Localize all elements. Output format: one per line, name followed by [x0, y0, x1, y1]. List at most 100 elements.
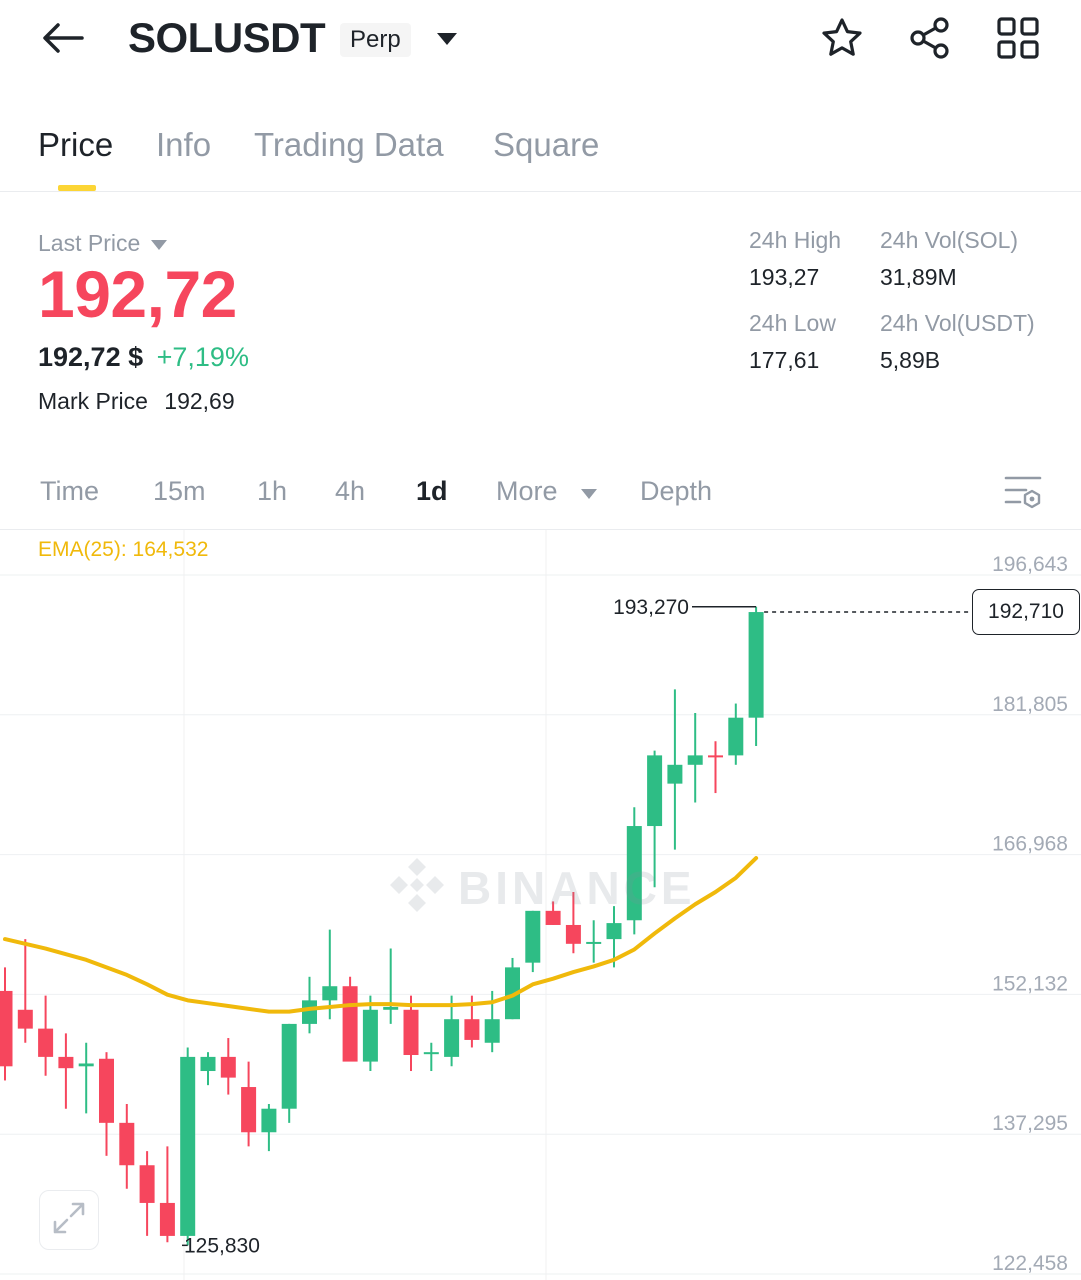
more-menu-button[interactable] — [994, 16, 1042, 64]
symbol-dropdown-button[interactable] — [430, 24, 464, 58]
binance-logo-icon — [388, 856, 446, 919]
interval-depth[interactable]: Depth — [640, 476, 713, 506]
interval-more-label: More — [496, 476, 558, 506]
grid-icon — [996, 16, 1040, 65]
mark-price-value: 192,69 — [164, 388, 235, 414]
candle-body — [525, 910, 541, 963]
candle-body — [281, 1023, 297, 1109]
price-change-percent: +7,19% — [156, 342, 249, 372]
candle-body — [748, 612, 764, 718]
candle-body — [647, 755, 663, 827]
last-price-label: Last Price — [38, 230, 141, 256]
candlestick-chart[interactable]: EMA(25): 164,532 BINANCE 196,643 181,805 1… — [0, 530, 1081, 1280]
candle-body — [180, 1056, 196, 1236]
candle-body — [302, 1000, 317, 1024]
chart-canvas: 196,643 181,805 166,968 152,132 137,295 122,4… — [0, 530, 1081, 1280]
chevron-down-icon — [435, 31, 459, 52]
mark-price-label: Mark Price — [38, 388, 148, 414]
stat-24h-high: 24h High 193,27 — [749, 227, 841, 291]
stat-24h-vol-usdt: 24h Vol(USDT) 5,89B — [880, 310, 1035, 374]
back-arrow-icon — [42, 22, 84, 59]
interval-more-dropdown[interactable]: More — [496, 476, 598, 507]
candle-body — [667, 764, 683, 784]
candle-body — [403, 1009, 419, 1056]
ema-line — [3, 856, 759, 1014]
mark-price-line: Mark Price 192,69 — [38, 388, 235, 415]
stat-24h-vol-sol: 24h Vol(SOL) 31,89M — [880, 227, 1018, 291]
y-axis-tick-label: 122,458 — [992, 1252, 1068, 1275]
candle-body — [159, 1202, 175, 1236]
stat-24h-vol-sol-label: 24h Vol(SOL) — [880, 227, 1019, 253]
back-button[interactable] — [38, 18, 88, 62]
candle-body — [342, 986, 358, 1062]
candle-body — [99, 1058, 114, 1123]
candle-body — [464, 1019, 480, 1040]
contract-type-badge: Perp — [340, 23, 411, 57]
fullscreen-button[interactable] — [39, 1190, 99, 1250]
star-icon — [820, 16, 864, 65]
stat-24h-vol-usdt-label: 24h Vol(USDT) — [880, 310, 1035, 336]
candle-body — [200, 1056, 216, 1072]
candle-body — [728, 717, 744, 756]
y-axis-tick-label: 196,643 — [992, 553, 1068, 576]
y-axis-tick-label: 152,132 — [992, 972, 1068, 995]
tab-square[interactable]: Square — [493, 126, 600, 163]
candle-body — [220, 1056, 236, 1078]
watermark: BINANCE — [388, 856, 696, 919]
stat-24h-vol-sol-value: 31,89M — [880, 264, 957, 290]
y-axis-tick-label: 166,968 — [992, 833, 1068, 856]
stat-24h-high-label: 24h High — [749, 227, 842, 253]
high-price-label: 193,270 — [613, 596, 689, 619]
candle-body — [586, 941, 602, 944]
candle-body — [606, 923, 622, 940]
interval-15m[interactable]: 15m — [153, 476, 206, 506]
ema-indicator-label: EMA(25): 164,532 — [38, 538, 209, 561]
tab-info[interactable]: Info — [156, 126, 212, 163]
interval-4h[interactable]: 4h — [335, 476, 366, 506]
candle-body — [78, 1063, 94, 1067]
candle-body — [322, 986, 338, 1001]
candle-body — [708, 755, 723, 758]
stat-24h-low-value: 177,61 — [749, 347, 820, 373]
last-price-selector[interactable]: Last Price — [38, 230, 168, 257]
tab-trading-data[interactable]: Trading Data — [254, 126, 444, 163]
interval-bar: Time 15m 1h 4h 1d More Depth — [0, 460, 1081, 530]
candle-body — [545, 910, 561, 925]
candle-body — [139, 1165, 155, 1203]
share-button[interactable] — [906, 16, 954, 64]
candle-body — [0, 990, 13, 1067]
candle-body — [687, 755, 703, 765]
candle-body — [362, 1009, 378, 1062]
candle-body — [484, 1019, 500, 1043]
stat-24h-low: 24h Low 177,61 — [749, 310, 836, 374]
chart-settings-button[interactable] — [1000, 472, 1046, 518]
indicator-settings-icon — [1003, 474, 1043, 517]
candle-body — [626, 826, 642, 921]
expand-icon — [51, 1200, 87, 1241]
active-tab-indicator — [58, 185, 96, 191]
symbol-title[interactable]: SOLUSDT — [128, 14, 326, 61]
candle-body — [423, 1052, 439, 1055]
watermark-text: BINANCE — [458, 861, 696, 914]
caret-down-icon — [580, 476, 598, 507]
low-price-label: 125,830 — [184, 1234, 260, 1257]
candle-body — [241, 1087, 257, 1133]
stat-24h-vol-usdt-value: 5,89B — [880, 347, 941, 373]
interval-1h[interactable]: 1h — [257, 476, 288, 506]
usd-price-value: 192,72 $ — [38, 342, 144, 372]
candle-body — [383, 1006, 399, 1010]
y-axis-tick-label: 181,805 — [992, 693, 1068, 716]
candle-body — [119, 1122, 135, 1166]
interval-time[interactable]: Time — [40, 476, 99, 506]
candle-body — [261, 1108, 277, 1133]
tab-price[interactable]: Price — [38, 126, 114, 163]
interval-1d[interactable]: 1d — [416, 476, 448, 506]
candle-body — [565, 924, 581, 944]
candle-body — [505, 967, 520, 1020]
candle-body — [38, 1028, 54, 1057]
caret-down-icon — [150, 230, 168, 257]
current-price-tag: 192,710 — [972, 589, 1080, 635]
favorite-button[interactable] — [818, 16, 866, 64]
stat-24h-low-label: 24h Low — [749, 310, 836, 336]
y-axis-tick-label: 137,295 — [992, 1112, 1068, 1135]
